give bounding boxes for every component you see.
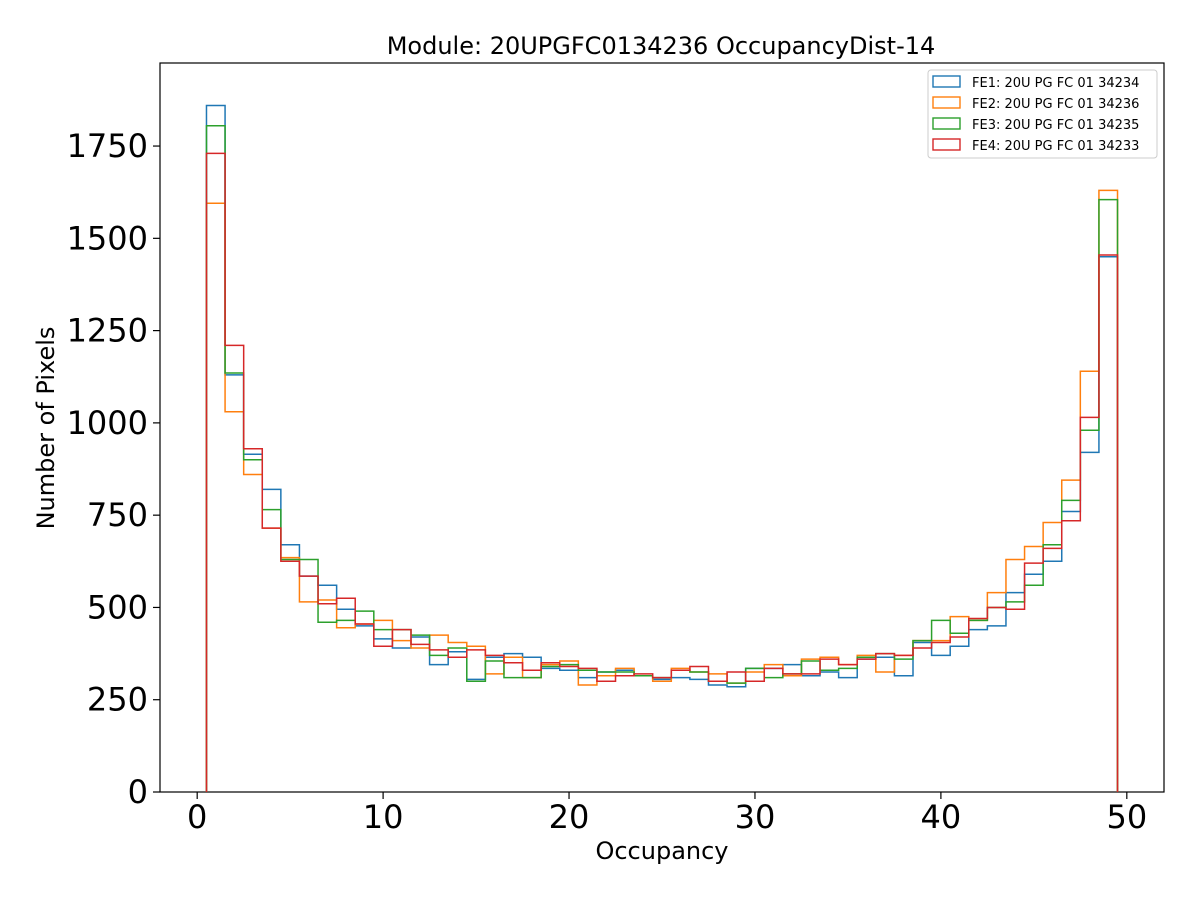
y-axis-label: Number of Pixels xyxy=(32,327,60,530)
legend-swatch-fe4 xyxy=(932,138,961,151)
y-tick-label: 1250 xyxy=(67,312,148,350)
legend-swatch-fe2 xyxy=(932,96,961,109)
x-tick-label: 40 xyxy=(921,798,962,836)
x-tick-label: 20 xyxy=(549,798,590,836)
x-axis-label: Occupancy xyxy=(595,837,728,865)
legend: FE1: 20U PG FC 01 34234 FE2: 20U PG FC 01… xyxy=(927,69,1158,159)
y-tick-label: 1750 xyxy=(67,127,148,165)
x-axis-ticks: 0 10 20 30 40 50 xyxy=(187,792,1147,836)
y-tick-label: 1000 xyxy=(67,404,148,442)
legend-label-fe2: FE2: 20U PG FC 01 34236 xyxy=(972,97,1139,112)
plot-frame xyxy=(159,62,1165,793)
plot-area xyxy=(159,62,1165,793)
series-layer xyxy=(205,104,1119,792)
y-axis-ticks: 0 250 500 750 1000 1250 1500 1750 xyxy=(67,127,160,811)
legend-swatch-fe3 xyxy=(932,117,961,130)
legend-box xyxy=(927,69,1158,159)
legend-label-fe1: FE1: 20U PG FC 01 34234 xyxy=(972,76,1139,91)
y-tick-label: 1500 xyxy=(67,219,148,257)
x-tick-label: 30 xyxy=(735,798,776,836)
series-fe4-histogram xyxy=(205,152,1119,792)
legend-label-fe3: FE3: 20U PG FC 01 34235 xyxy=(972,118,1139,133)
y-tick-label: 750 xyxy=(87,496,148,534)
y-tick-label: 0 xyxy=(128,773,148,811)
y-tick-label: 250 xyxy=(87,681,148,719)
legend-swatch-fe1 xyxy=(932,75,961,88)
legend-label-fe4: FE4: 20U PG FC 01 34233 xyxy=(972,139,1139,154)
chart-title: Module: 20UPGFC0134236 OccupancyDist-14 xyxy=(387,32,936,60)
x-tick-label: 50 xyxy=(1106,798,1147,836)
x-tick-label: 10 xyxy=(363,798,404,836)
x-tick-label: 0 xyxy=(187,798,207,836)
y-tick-label: 500 xyxy=(87,588,148,626)
